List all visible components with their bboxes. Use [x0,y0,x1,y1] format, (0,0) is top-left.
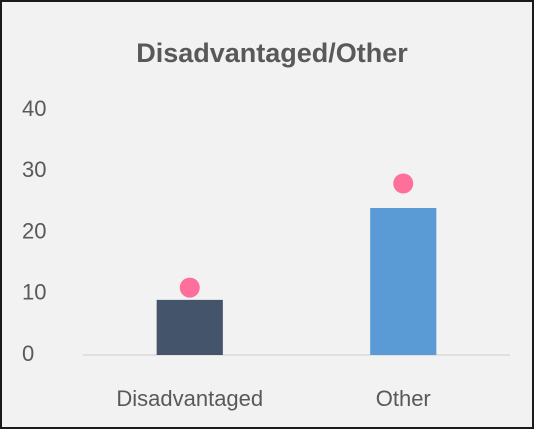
dot-marker [179,277,200,298]
chart-title: Disadvantaged/Other [136,38,408,68]
y-tick-label: 30 [22,157,46,182]
bar [370,208,437,355]
x-tick-label: Disadvantaged [116,386,263,411]
bar [156,299,223,355]
y-tick-label: 0 [22,341,34,366]
x-tick-label: Other [376,386,431,411]
y-tick-label: 20 [22,218,46,243]
y-tick-label: 10 [22,280,46,305]
dot-marker [393,173,414,194]
y-tick-label: 40 [22,96,46,121]
